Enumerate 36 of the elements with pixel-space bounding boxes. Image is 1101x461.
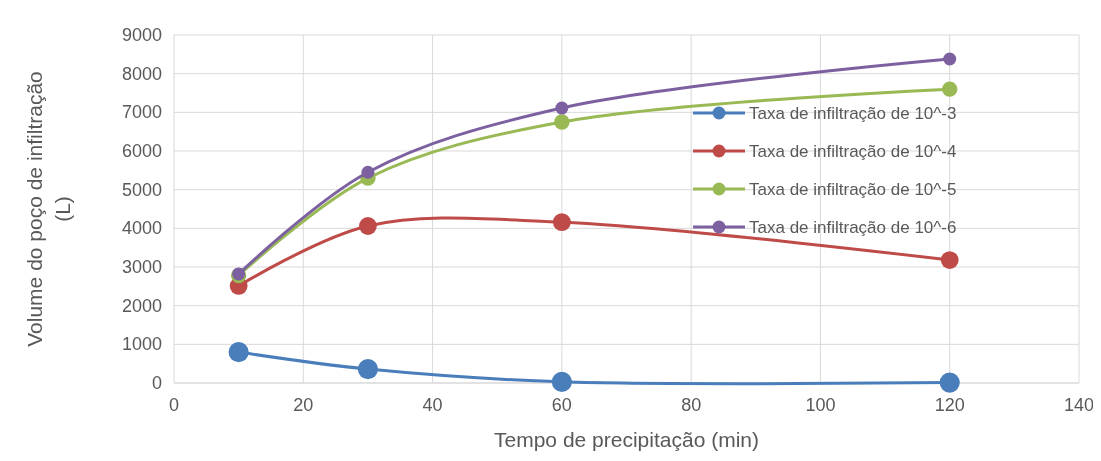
point: [359, 217, 377, 235]
y-tick-label: 8000: [121, 63, 162, 84]
y-tick-label: 6000: [121, 141, 162, 161]
legend-label: Taxa de infiltração de 10^-4: [749, 142, 957, 161]
x-tick-label: 20: [293, 395, 314, 415]
y-tick-label: 3000: [121, 257, 162, 277]
y-tick-label: 9000: [121, 25, 162, 45]
point: [361, 165, 375, 179]
x-tick-label: 80: [681, 395, 702, 415]
x-tick-label: 100: [805, 395, 836, 415]
point: [939, 372, 960, 393]
y-axis-title: Volume do poço de infiltração (L): [23, 71, 74, 347]
y-tick-label: 1000: [121, 334, 162, 355]
legend-label: Taxa de infiltração de 10^-3: [749, 104, 957, 123]
y-tick-label: 0: [151, 373, 162, 393]
point: [551, 371, 572, 392]
x-tick-label: 0: [168, 395, 180, 415]
point: [943, 52, 957, 66]
y-tick-label: 5000: [121, 179, 162, 200]
y-tick-label: 7000: [121, 102, 162, 123]
x-axis-title: Tempo de precipitação (min): [494, 428, 759, 451]
point: [554, 114, 570, 130]
point: [357, 358, 379, 380]
x-tick-label: 140: [1063, 395, 1095, 415]
x-tick-label: 60: [551, 395, 572, 415]
y-tick-label: 4000: [121, 218, 162, 239]
point: [942, 81, 958, 97]
point: [228, 341, 249, 363]
point: [552, 213, 571, 232]
point: [940, 251, 959, 269]
legend-label: Taxa de infiltração de 10^-6: [749, 218, 957, 237]
x-tick-label: 40: [422, 395, 443, 415]
legend-label: Taxa de infiltração de 10^-5: [749, 180, 957, 199]
point: [555, 101, 569, 115]
y-tick-label: 2000: [121, 295, 162, 316]
x-tick-label: 120: [934, 395, 965, 415]
